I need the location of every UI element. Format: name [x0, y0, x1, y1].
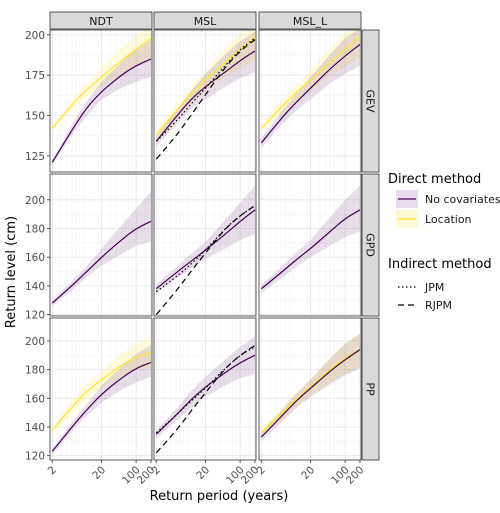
series-line-no-covariates — [155, 209, 256, 290]
panel-grid — [154, 318, 256, 460]
panel-grid — [50, 30, 152, 172]
panel-grid — [259, 318, 361, 460]
strip-col-msl: MSL — [153, 11, 257, 30]
strip-row-label: GEV — [364, 90, 377, 113]
x-tick-label: 20 — [299, 464, 317, 482]
series-line-jpm — [155, 205, 256, 293]
y-tick-label: 125 — [25, 151, 45, 163]
series-line-no-covariates — [51, 58, 152, 163]
series-line-location — [51, 37, 152, 129]
panel-border — [258, 29, 362, 173]
panel-border — [49, 317, 153, 461]
strip-row-gpd: GPD — [361, 173, 380, 317]
strip-col-msl_l: MSL_L — [258, 11, 362, 30]
panel-border — [153, 29, 257, 173]
x-axis-title: Return period (years) — [150, 489, 289, 504]
band-location — [52, 26, 151, 132]
y-tick-label: 160 — [25, 252, 45, 264]
y-tick-label: 140 — [25, 422, 45, 434]
series-line-jpm — [155, 37, 256, 142]
band-no-covariates — [52, 345, 151, 455]
series-line-no-covariates — [155, 50, 256, 142]
x-tick-label: 20 — [194, 464, 212, 482]
legend-label-no-covariates: No covariates — [425, 193, 500, 206]
series-line-location — [260, 36, 361, 129]
series-line-location — [155, 36, 256, 136]
series-line-no-covariates — [260, 209, 361, 290]
legend: Direct method No covariates Location Ind… — [388, 172, 500, 312]
panel-gpd-msl_l — [258, 173, 362, 317]
panel-pp-msl — [153, 317, 257, 461]
x-tick-label: 2 — [46, 464, 59, 477]
y-axis-title: Return level (cm) — [4, 216, 19, 328]
band-no-covariates — [52, 39, 151, 166]
legend-direct-title: Direct method — [388, 172, 481, 187]
series-line-no-covariates — [51, 361, 152, 452]
strips-layer: NDT MSL MSL_L GEV GPD PP — [49, 11, 380, 461]
panel-border — [153, 173, 257, 317]
series-line-rjpm — [155, 205, 256, 315]
series-line-no-covariates — [51, 220, 152, 304]
y-tick-label: 150 — [25, 111, 45, 123]
panel-border — [258, 173, 362, 317]
strip-col-label: MSL_L — [293, 15, 328, 28]
strip-row-gev: GEV — [361, 29, 380, 173]
panel-border — [258, 317, 362, 461]
panel-pp-msl_l — [258, 317, 362, 461]
y-tick-label: 180 — [25, 365, 45, 377]
band-no-covariates — [156, 185, 255, 294]
series-line-location — [260, 349, 361, 434]
strip-col-ndt: NDT — [49, 11, 153, 30]
panel-gev-msl_l — [258, 25, 362, 173]
legend-label-location: Location — [425, 213, 472, 226]
y-tick-label: 120 — [25, 451, 45, 463]
x-tick-label: 20 — [90, 464, 108, 482]
panel-grid — [154, 174, 256, 316]
strip-col-label: MSL — [194, 15, 217, 28]
panel-gev-ndt — [49, 26, 153, 173]
strip-row-pp: PP — [361, 317, 380, 461]
series-line-location — [51, 351, 152, 431]
panel-border — [49, 29, 153, 173]
series-line-rjpm — [155, 344, 256, 454]
y-tick-label: 200 — [25, 30, 45, 42]
y-tick-label: 120 — [25, 310, 45, 322]
band-no-covariates — [261, 185, 360, 294]
y-tick-label: 200 — [25, 336, 45, 348]
panel-gpd-msl — [153, 173, 257, 317]
band-no-covariates — [156, 31, 255, 147]
series-line-no-covariates — [260, 44, 361, 144]
panel-grid — [259, 174, 361, 316]
legend-label-jpm: JPM — [424, 281, 444, 294]
panels-layer — [49, 23, 362, 461]
y-tick-label: 175 — [25, 70, 45, 82]
strip-row-label: PP — [364, 382, 377, 396]
series-line-jpm — [155, 346, 256, 434]
series-line-no-covariates — [260, 349, 361, 438]
panel-gev-msl — [153, 23, 257, 173]
strip-col-label: NDT — [89, 15, 113, 28]
strip-row-label: GPD — [364, 233, 377, 257]
y-tick-label: 140 — [25, 281, 45, 293]
legend-indirect-title: Indirect method — [388, 257, 492, 272]
y-tick-label: 180 — [25, 224, 45, 236]
y-tick-label: 160 — [25, 393, 45, 405]
legend-label-rjpm: RJPM — [425, 299, 452, 312]
panel-grid — [50, 174, 152, 316]
panel-border — [153, 317, 257, 461]
band-no-covariates — [52, 191, 151, 306]
panel-pp-ndt — [49, 317, 153, 461]
y-tick-label: 200 — [25, 195, 45, 207]
panel-border — [49, 173, 153, 317]
panel-gpd-ndt — [49, 173, 153, 317]
x-tick-label: 200 — [344, 464, 367, 487]
series-line-rjpm — [155, 39, 256, 160]
